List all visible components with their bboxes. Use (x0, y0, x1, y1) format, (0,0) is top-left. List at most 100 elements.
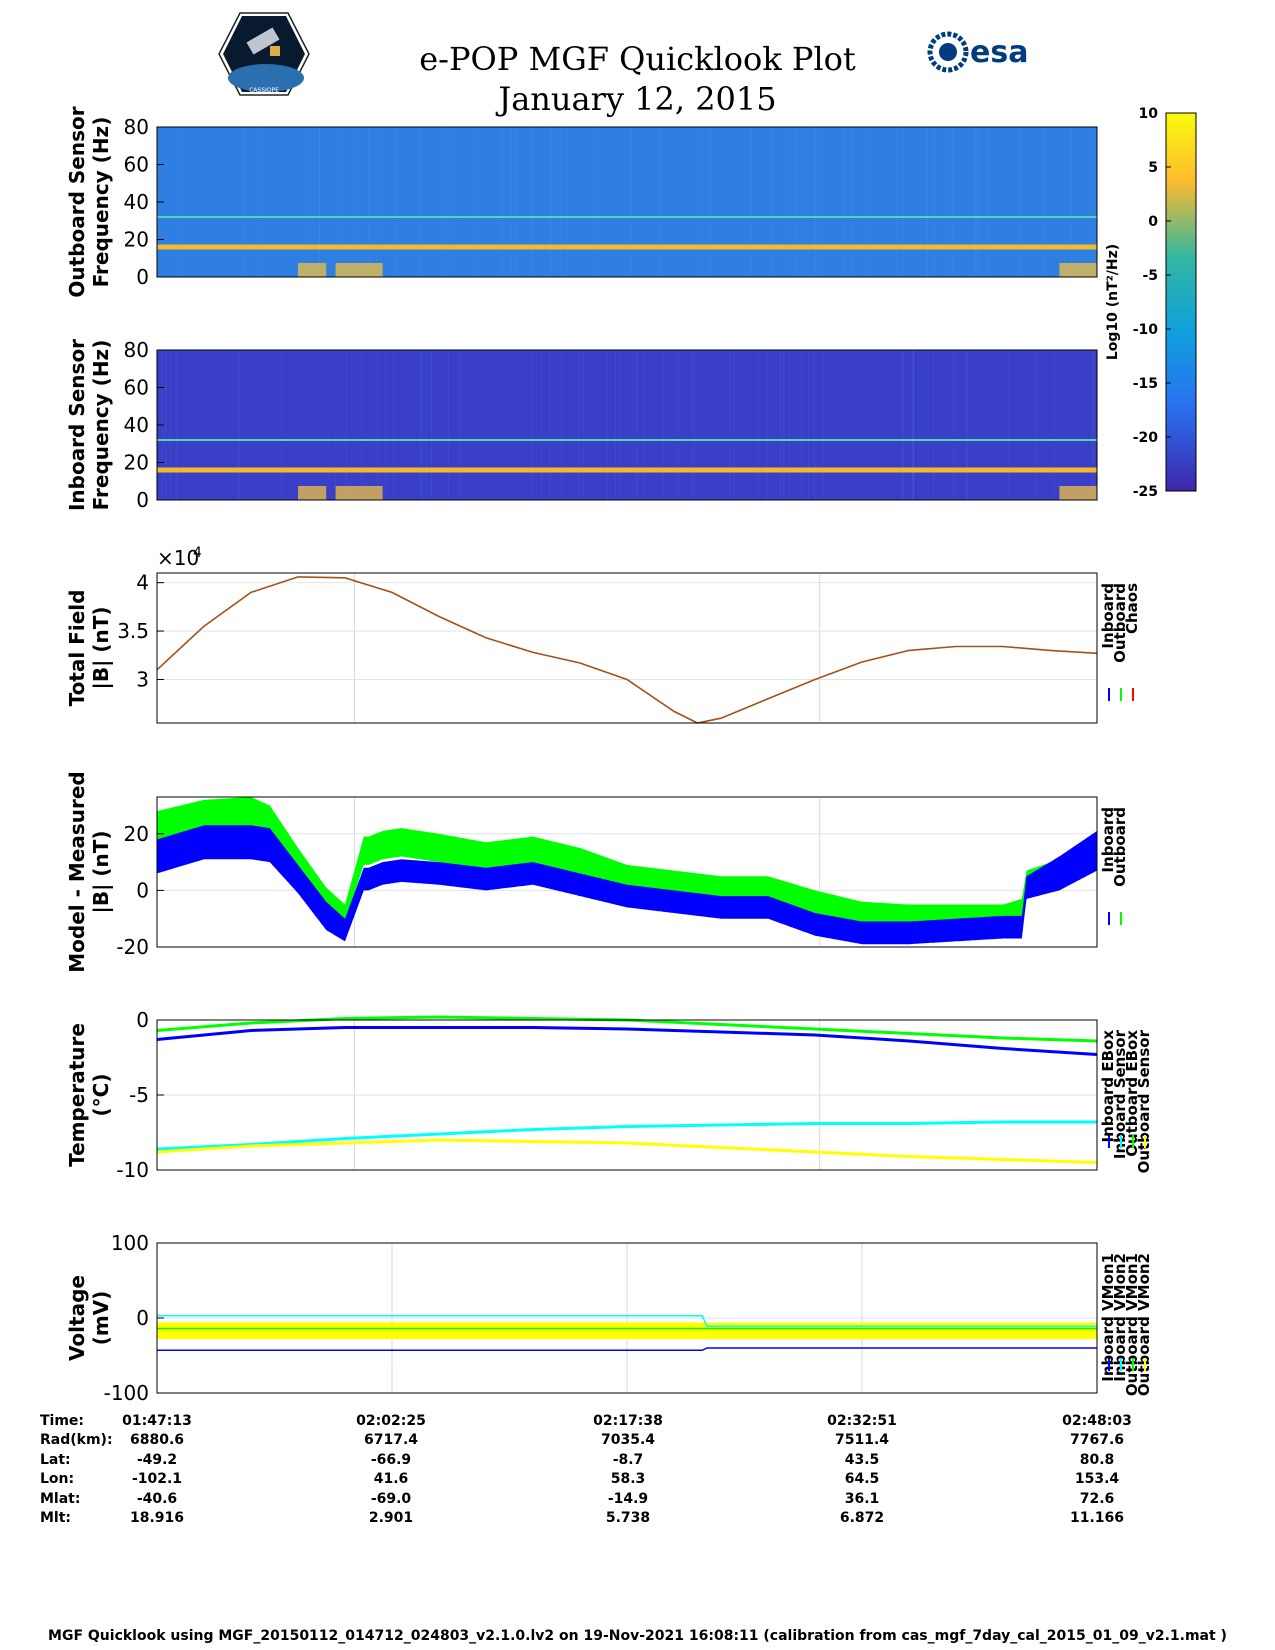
ephemeris-cell: 2.901 (368, 1510, 414, 1527)
ephemeris-cell: 36.1 (844, 1490, 880, 1507)
outboard-ytick-label: 40 (124, 190, 149, 214)
ephemeris-cell: 02:48:03 (1062, 1413, 1132, 1429)
residual-ylabel-line: |B| (nT) (89, 831, 113, 914)
temperature-ytick-label: -10 (116, 1158, 149, 1182)
temperature-legend-label: Inboard Sensor (1111, 1029, 1129, 1159)
voltage-ytick-label: 0 (136, 1306, 149, 1330)
ephemeris-cell: 5.738 (605, 1510, 651, 1527)
ephemeris-label: Time: (40, 1413, 85, 1429)
ephemeris-label: Rad(km): (40, 1432, 113, 1449)
ephemeris-column: 01:47:13 6880.6 -49.2 -102.1 -40.6 18.91… (107, 1412, 207, 1528)
residual-ylabel-line: Model - Measured (65, 771, 89, 972)
outboard-ytick-label: 0 (136, 265, 149, 289)
total-frame (156, 572, 1098, 724)
residual-ytick-label: 0 (136, 878, 149, 902)
ephemeris-cell: 6717.4 (363, 1432, 419, 1449)
voltage-ylabel-line: (mV) (89, 1291, 113, 1346)
residual-ytick-label: 20 (124, 822, 149, 846)
ephemeris-cell: -66.9 (370, 1451, 412, 1468)
total-ytick-label: 3 (136, 667, 149, 691)
ephemeris-column: 02:17:38 7035.4 -8.7 58.3 -14.9 5.738 (578, 1412, 678, 1528)
temperature-legend-text: Outboard Sensor (1135, 1029, 1153, 1173)
ephemeris-cell: -69.0 (370, 1490, 412, 1507)
voltage-ytick-label: 100 (111, 1231, 149, 1255)
voltage-outboard-vmon2-band (157, 1322, 1097, 1339)
ephemeris-label: Lat: (40, 1451, 71, 1468)
ephemeris-cell: -102.1 (131, 1471, 183, 1488)
inboard-ytick-label: 60 (124, 376, 149, 400)
ephemeris-cell: -40.6 (136, 1490, 178, 1507)
voltage-legend-text: Inboard VMon2 (1111, 1253, 1129, 1382)
ephemeris-label: Lon: (40, 1471, 75, 1488)
ephemeris-cell: 72.6 (1079, 1490, 1115, 1507)
cassiope-logo: CASSIOPE (218, 12, 310, 96)
total-legend-label: Inboard (1099, 583, 1117, 649)
outboard-ytick-label: 60 (124, 153, 149, 177)
inboard-low-freq-burst (335, 486, 383, 500)
total-legend-text: Chaos (1123, 583, 1141, 634)
temperature-line-0 (156, 1026, 1098, 1056)
temperature-line-1 (156, 1120, 1097, 1151)
voltage-line-0 (157, 1347, 1097, 1352)
voltage-legend-label: Outboard VMon1 (1123, 1253, 1141, 1396)
colorbar-label-text: Log10 (nT²/Hz) (1105, 244, 1121, 360)
total-field-line (156, 576, 1098, 724)
residual-ylabel: Model - Measured |B| (nT) (65, 771, 113, 972)
outboard-ytick-label: 20 (124, 228, 149, 252)
inboard-ytick-label: 0 (136, 488, 149, 512)
ephemeris-cell: 153.4 (1074, 1471, 1120, 1488)
temperature-ylabel-line: Temperature (65, 1023, 89, 1167)
inboard-ytick-label: 40 (124, 413, 149, 437)
colorbar-tick-label: -5 (1142, 268, 1158, 284)
colorbar-tick-label: 10 (1139, 106, 1159, 122)
ephemeris-cell: 7767.6 (1069, 1432, 1125, 1449)
temperature-legend-text: Outboard EBox (1123, 1030, 1141, 1157)
residual-band-outboard (157, 797, 1097, 933)
temperature-ytick-label: -5 (129, 1083, 149, 1107)
voltage-ytick-label: -100 (104, 1381, 149, 1405)
outboard-low-freq-burst (335, 263, 383, 277)
inboard-ylabel-line: Inboard Sensor (65, 339, 89, 511)
ephemeris-cell: 6.872 (839, 1510, 885, 1527)
total-legend-label: Outboard (1111, 583, 1129, 663)
residual-legend-label: Inboard (1099, 807, 1117, 873)
ephemeris-cell: 43.5 (844, 1451, 880, 1468)
ephemeris-row-labels: Time: Rad(km): Lat: Lon: Mlat: Mlt: (40, 1412, 113, 1528)
total-ylabel: Total Field |B| (nT) (65, 590, 113, 707)
total-legend-text: Outboard (1111, 583, 1129, 663)
residual-band-inboard (157, 825, 1097, 945)
ephemeris-cell: 18.916 (129, 1510, 185, 1527)
voltage-legend-text: Outboard VMon1 (1123, 1253, 1141, 1396)
residual-frame (156, 796, 1098, 948)
ephemeris-cell: 02:02:25 (356, 1413, 426, 1429)
inboard-ytick-label: 20 (124, 451, 149, 475)
temperature-legend-text: Inboard EBox (1099, 1030, 1117, 1143)
voltage-legend-label: Outboard VMon2 (1135, 1253, 1153, 1396)
temperature-ylabel: Temperature (°C) (65, 1023, 113, 1167)
residual-legend-text: Outboard (1111, 807, 1129, 887)
ephemeris-cell: 02:17:38 (593, 1413, 663, 1429)
colorbar-tick-label: -25 (1133, 484, 1158, 500)
temperature-line-3 (156, 1138, 1098, 1164)
inboard-ylabel-line: Frequency (Hz) (89, 340, 113, 511)
ephemeris-cell: 02:32:51 (827, 1413, 897, 1429)
ephemeris-cell: 7035.4 (600, 1432, 656, 1449)
outboard-low-freq-burst (1059, 263, 1097, 277)
colorbar-tick-label: -10 (1133, 322, 1159, 338)
outboard-ytick-label: 80 (124, 115, 149, 139)
inboard-ylabel: Inboard Sensor Frequency (Hz) (65, 339, 113, 511)
outboard-ylabel: Outboard Sensor Frequency (Hz) (65, 106, 113, 297)
voltage-legend-text: Outboard VMon2 (1135, 1253, 1153, 1396)
ephemeris-cell: 6880.6 (129, 1432, 185, 1449)
residual-ytick-label: -20 (116, 935, 149, 959)
inboard-ytick-label: 80 (124, 338, 149, 362)
total-legend-label: Chaos (1123, 583, 1141, 634)
ephemeris-column: 02:32:51 7511.4 43.5 64.5 36.1 6.872 (812, 1412, 912, 1528)
total-ylabel-line: Total Field (65, 590, 89, 707)
residual-legend-label: Outboard (1111, 807, 1129, 887)
voltage-legend-text: Inboard VMon1 (1099, 1253, 1117, 1382)
ephemeris-cell: 01:47:13 (122, 1413, 192, 1429)
temperature-ylabel-line: (°C) (89, 1074, 113, 1117)
ephemeris-cell: 41.6 (373, 1471, 409, 1488)
